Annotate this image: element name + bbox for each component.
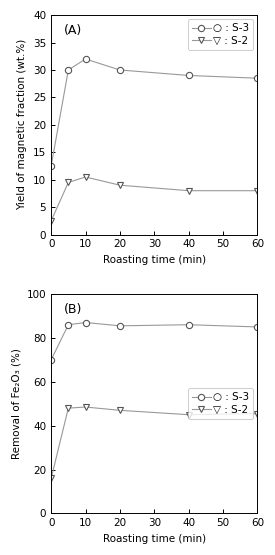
Y-axis label: Removal of Fe₂O₃ (%): Removal of Fe₂O₃ (%) xyxy=(11,349,21,459)
Y-axis label: Yield of magnetic fraction (wt.%): Yield of magnetic fraction (wt.%) xyxy=(18,39,28,210)
Legend: ○ : S-3, ▽ : S-2: ○ : S-3, ▽ : S-2 xyxy=(188,19,253,50)
Text: (A): (A) xyxy=(64,24,82,37)
X-axis label: Roasting time (min): Roasting time (min) xyxy=(103,255,206,265)
Legend: ○ : S-3, ▽ : S-2: ○ : S-3, ▽ : S-2 xyxy=(188,388,253,419)
Text: (B): (B) xyxy=(64,303,82,316)
X-axis label: Roasting time (min): Roasting time (min) xyxy=(103,534,206,544)
